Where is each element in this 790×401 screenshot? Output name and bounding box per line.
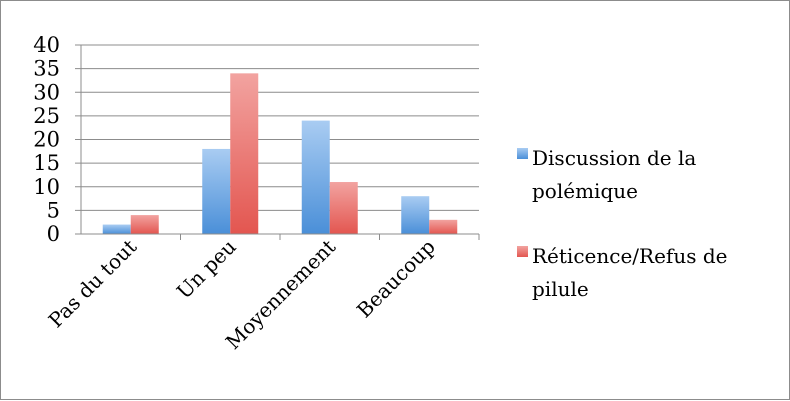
- bar-series-2-pas-du-tout: [130, 215, 159, 234]
- bar-series-2-un-peu: [230, 73, 259, 234]
- bar-series-1-pas-du-tout: [102, 224, 131, 234]
- y-tick-label: 30: [33, 80, 60, 104]
- x-category-label: Un peu: [172, 234, 241, 303]
- bar-series-1-moyennement: [301, 120, 330, 234]
- legend: Discussion de la polémique Réticence/Refus…: [517, 146, 727, 301]
- legend-label: Discussion de la: [532, 146, 696, 170]
- y-tick-label: 35: [33, 57, 60, 81]
- y-tick-label: 10: [33, 175, 60, 199]
- x-category-label: Beaucoup: [352, 235, 440, 323]
- y-tick-label: 25: [33, 104, 60, 128]
- y-tick-label: 20: [33, 128, 60, 152]
- bar-series-1-beaucoup: [401, 196, 430, 234]
- x-category-label: Pas du tout: [44, 235, 142, 333]
- gridlines: [75, 44, 479, 235]
- legend-swatch: [517, 246, 528, 257]
- legend-label: pilule: [532, 277, 589, 301]
- legend-label: Réticence/Refus de: [532, 244, 727, 268]
- legend-label: polémique: [532, 179, 638, 203]
- y-tick-label: 5: [47, 198, 60, 222]
- y-tick-label: 0: [47, 222, 60, 246]
- bars: [102, 73, 458, 234]
- y-tick-label: 15: [33, 151, 60, 175]
- legend-swatch: [517, 148, 528, 159]
- bar-series-1-un-peu: [202, 148, 231, 234]
- y-tick-label: 40: [33, 33, 60, 57]
- bar-series-2-moyennement: [329, 182, 358, 234]
- axes: [80, 45, 480, 240]
- bar-series-2-beaucoup: [429, 219, 458, 234]
